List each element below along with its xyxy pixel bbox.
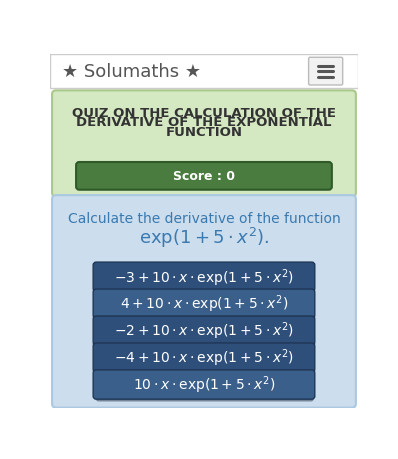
- FancyBboxPatch shape: [93, 290, 315, 319]
- Text: $-3 + 10 \cdot x \cdot \mathrm{exp}(1 + 5 \cdot x^2)$: $-3 + 10 \cdot x \cdot \mathrm{exp}(1 + …: [114, 266, 294, 288]
- Text: DERIVATIVE OF THE EXPONENTIAL: DERIVATIVE OF THE EXPONENTIAL: [76, 116, 332, 129]
- FancyBboxPatch shape: [96, 372, 314, 402]
- Text: $4 + 10 \cdot x \cdot \mathrm{exp}(1 + 5 \cdot x^2)$: $4 + 10 \cdot x \cdot \mathrm{exp}(1 + 5…: [120, 293, 288, 315]
- FancyBboxPatch shape: [308, 58, 343, 86]
- FancyBboxPatch shape: [52, 196, 356, 408]
- Text: $-4 + 10 \cdot x \cdot \mathrm{exp}(1 + 5 \cdot x^2)$: $-4 + 10 \cdot x \cdot \mathrm{exp}(1 + …: [114, 347, 294, 369]
- Text: FUNCTION: FUNCTION: [166, 126, 242, 139]
- Text: Score : 0: Score : 0: [173, 170, 235, 183]
- FancyBboxPatch shape: [52, 91, 356, 197]
- FancyBboxPatch shape: [93, 263, 315, 292]
- FancyBboxPatch shape: [96, 265, 314, 294]
- Text: $10 \cdot x \cdot \mathrm{exp}(1 + 5 \cdot x^2)$: $10 \cdot x \cdot \mathrm{exp}(1 + 5 \cd…: [133, 374, 275, 396]
- Text: QUIZ ON THE CALCULATION OF THE: QUIZ ON THE CALCULATION OF THE: [72, 106, 336, 119]
- Text: $\mathrm{exp}(1 + 5 \cdot x^2).$: $\mathrm{exp}(1 + 5 \cdot x^2).$: [139, 226, 269, 250]
- FancyBboxPatch shape: [96, 319, 314, 348]
- FancyBboxPatch shape: [93, 316, 315, 346]
- Text: ★ Solumaths ★: ★ Solumaths ★: [62, 63, 201, 81]
- FancyBboxPatch shape: [96, 292, 314, 321]
- FancyBboxPatch shape: [93, 343, 315, 372]
- FancyBboxPatch shape: [50, 55, 358, 89]
- FancyBboxPatch shape: [96, 346, 314, 375]
- FancyBboxPatch shape: [76, 162, 332, 190]
- Text: $-2 + 10 \cdot x \cdot \mathrm{exp}(1 + 5 \cdot x^2)$: $-2 + 10 \cdot x \cdot \mathrm{exp}(1 + …: [114, 320, 294, 341]
- FancyBboxPatch shape: [93, 370, 315, 399]
- Text: Calculate the derivative of the function: Calculate the derivative of the function: [68, 212, 340, 226]
